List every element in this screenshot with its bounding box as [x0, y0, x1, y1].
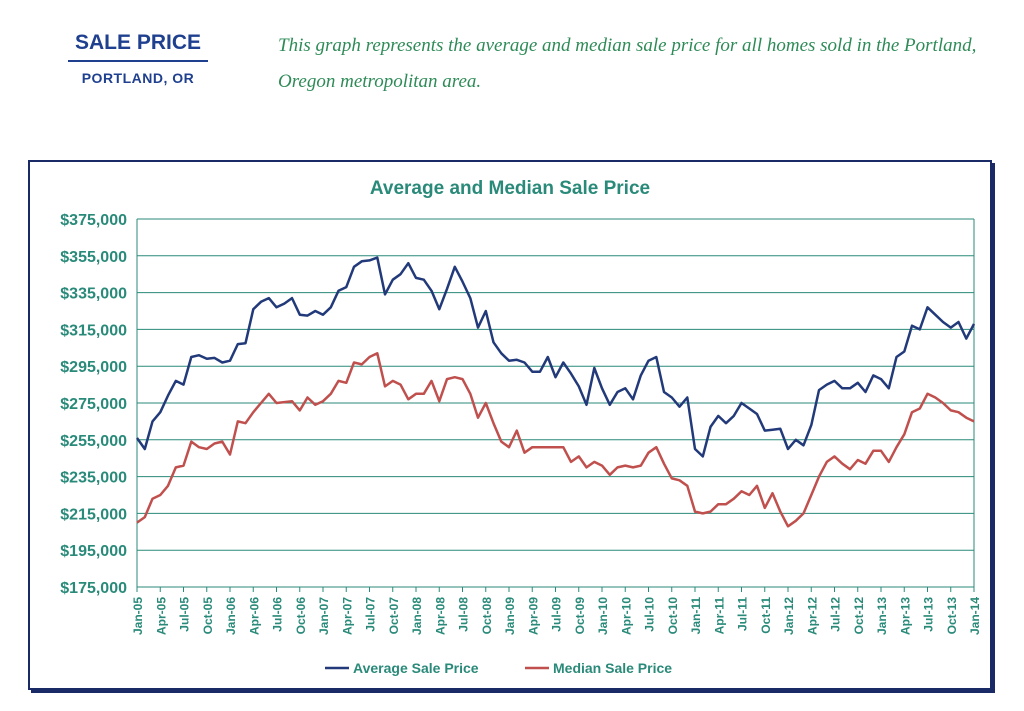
x-tick-label: Oct-12 [852, 597, 866, 635]
x-tick-label: Oct-10 [666, 597, 680, 635]
x-tick-label: Oct-08 [480, 597, 494, 635]
x-tick-label: Jul-09 [550, 597, 564, 632]
x-tick-label: Jul-13 [922, 597, 936, 632]
y-tick-label: $195,000 [60, 543, 127, 560]
x-tick-label: Jul-07 [364, 597, 378, 632]
x-tick-label: Jul-12 [829, 597, 843, 632]
y-axis: $375,000 $355,000 $335,000 $315,000 $295,000… [60, 212, 127, 597]
x-tick-label: Jan-10 [596, 597, 610, 635]
x-tick-label: Jan-07 [317, 597, 331, 635]
y-tick-label: $295,000 [60, 359, 127, 376]
page-heading: SALE PRICE [74, 31, 202, 54]
x-tick-label: Oct-05 [201, 597, 215, 635]
x-tick-label: Oct-13 [945, 597, 959, 635]
chart-title: Average and Median Sale Price [370, 178, 650, 199]
intro-text: This graph represents the average and me… [278, 35, 977, 92]
y-tick-label: $375,000 [60, 212, 127, 229]
x-tick-label: Jan-06 [224, 597, 238, 635]
series-lines [135, 256, 976, 528]
x-tick-label: Jan-11 [689, 597, 703, 635]
heading-divider [68, 60, 208, 62]
y-tick-label: $315,000 [60, 322, 127, 339]
legend-label: Median Sale Price [553, 660, 672, 676]
x-tick-label: Jan-05 [131, 597, 145, 635]
sale-price-chart: Average and Median Sale Price $375,000$3… [60, 178, 982, 676]
x-axis: Jan-05 Apr-05 Jul-05 Oct-05 Jan-06 Apr-06 Jul-… [131, 587, 982, 635]
x-tick-label: Jul-11 [736, 597, 750, 631]
location-subheading: PORTLAND, OR [81, 70, 195, 86]
x-tick-label: Jan-13 [875, 597, 889, 635]
average-sale-price-line [135, 256, 976, 458]
x-tick-label: Jul-10 [643, 597, 657, 632]
x-tick-label: Oct-09 [573, 597, 587, 635]
x-tick-label: Jul-08 [457, 597, 471, 632]
x-tick-label: Apr-11 [712, 597, 726, 635]
y-tick-label: $175,000 [60, 580, 127, 597]
x-tick-label: Jul-06 [271, 597, 285, 632]
x-tick-label: Apr-08 [433, 597, 447, 635]
x-tick-label: Apr-13 [898, 597, 912, 635]
x-tick-label: Jan-09 [503, 597, 517, 635]
y-tick-label: $255,000 [60, 433, 127, 450]
x-tick-label: Apr-10 [619, 597, 633, 635]
x-tick-label: Jan-14 [968, 597, 982, 635]
x-tick-label: Apr-12 [805, 597, 819, 635]
x-tick-label: Apr-06 [247, 597, 261, 635]
y-tick-label: $275,000 [60, 396, 127, 413]
x-tick-label: Jul-05 [178, 597, 192, 632]
legend-label: Average Sale Price [353, 660, 479, 676]
chart-frame: Average and Median Sale Price $375,000 $3… [28, 160, 992, 690]
y-tick-label: $235,000 [60, 470, 127, 487]
y-tick-label: $335,000 [60, 286, 127, 303]
x-tick-label: Jan-12 [782, 597, 796, 635]
x-tick-label: Oct-06 [294, 597, 308, 635]
x-tick-label: Oct-07 [387, 597, 401, 635]
x-tick-label: Apr-09 [526, 597, 540, 635]
y-tick-label: $355,000 [60, 249, 127, 266]
legend: Average Sale Price Median Sale Price [325, 660, 672, 676]
x-tick-label: Jan-08 [410, 597, 424, 635]
median-sale-price-line [136, 352, 975, 528]
y-tick-label: $215,000 [60, 506, 127, 523]
x-tick-label: Oct-11 [759, 597, 773, 634]
x-tick-label: Apr-07 [340, 597, 354, 635]
x-tick-label: Apr-05 [154, 597, 168, 635]
